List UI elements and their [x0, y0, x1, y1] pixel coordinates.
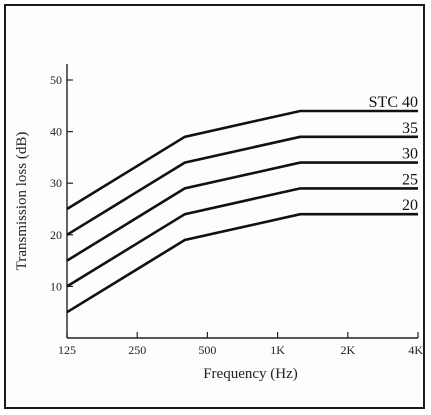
y-tick-label: 40: [50, 125, 62, 139]
series-line-4: [66, 187, 418, 288]
x-tick-label: 1K: [270, 343, 285, 357]
y-tick-label: 10: [50, 279, 62, 293]
y-tick-label: 50: [50, 73, 62, 87]
axes: [66, 64, 418, 339]
series-label-2: 35: [402, 120, 418, 137]
series-labels: STC 40 35 30 25 20: [369, 94, 418, 214]
series-lines: [66, 109, 418, 314]
series-line-5: [66, 212, 418, 314]
x-axis-title: Frequency (Hz): [203, 366, 298, 382]
series-line-1: [66, 109, 418, 211]
series-label-4: 25: [402, 171, 418, 188]
y-axis-title: Transmission loss (dB): [14, 132, 30, 271]
y-tick-label: 20: [50, 228, 62, 242]
x-tick-label: 4K: [408, 343, 423, 357]
y-tick-label: 30: [50, 176, 62, 190]
series-label-3: 30: [402, 146, 418, 163]
series-line-2: [66, 135, 418, 236]
x-tick-label: 500: [198, 343, 216, 357]
x-tick-label: 250: [128, 343, 146, 357]
series-label-1: STC 40: [369, 94, 418, 111]
series-label-5: 20: [402, 197, 418, 214]
x-tick-label: 125: [58, 343, 76, 357]
x-ticks: 125 250 500 1K 2K 4K: [58, 332, 423, 357]
x-tick-label: 2K: [340, 343, 355, 357]
series-line-3: [66, 161, 418, 262]
y-ticks: 10 20 30 40 50: [50, 73, 73, 293]
